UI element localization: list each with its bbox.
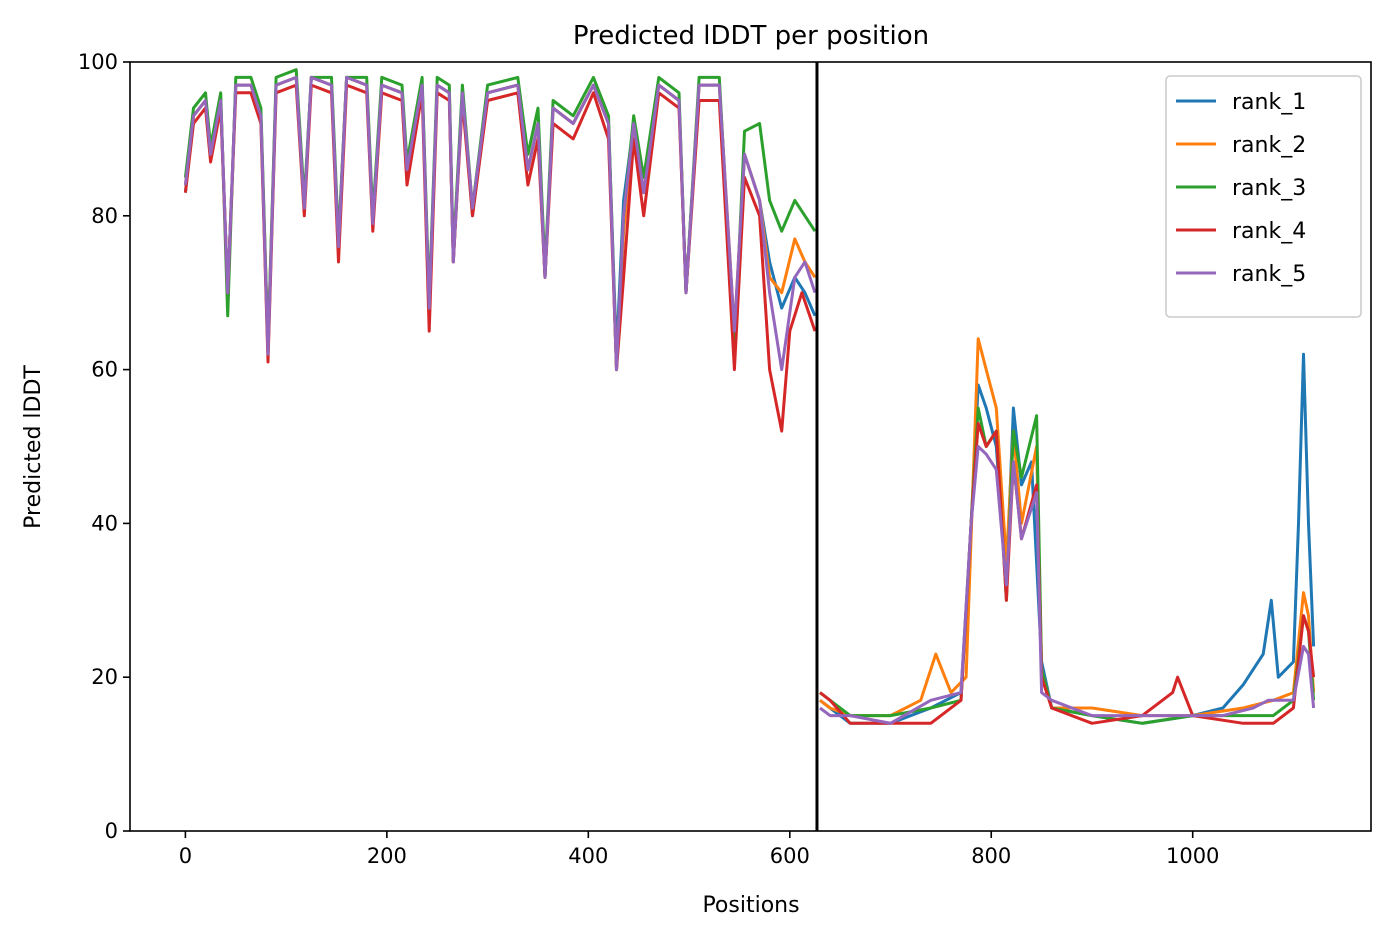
y-tick-label: 40 [91, 511, 118, 535]
y-tick-label: 80 [91, 204, 118, 228]
series-line-rank_1-right [819, 352, 1316, 725]
plot-area [129, 61, 1372, 832]
chart-title: Predicted lDDT per position [573, 21, 929, 51]
legend: rank_1 rank_2 rank_3 rank_4 rank_5 [1165, 75, 1362, 318]
x-tick-label: 800 [971, 844, 1011, 868]
legend-label-rank_3: rank_3 [1232, 176, 1306, 201]
series-line-rank_2-right [819, 337, 1316, 718]
x-tick-label: 200 [367, 844, 407, 868]
y-tick-label: 0 [105, 819, 118, 843]
y-axis-title: Predicted lDDT [21, 365, 46, 529]
series-line-rank_5-right [819, 445, 1316, 725]
y-axis: 0 20 40 60 80 100 [78, 50, 130, 843]
legend-label-rank_1: rank_1 [1232, 90, 1306, 115]
y-tick-label: 100 [78, 50, 118, 74]
series-line-rank_5-left [183, 75, 817, 372]
series-line-rank_4-right [819, 421, 1316, 725]
x-tick-label: 1000 [1166, 844, 1219, 868]
x-axis-title: Positions [702, 893, 799, 918]
x-tick-label: 400 [568, 844, 608, 868]
legend-label-rank_4: rank_4 [1232, 219, 1306, 244]
x-tick-label: 0 [179, 844, 192, 868]
legend-label-rank_2: rank_2 [1232, 133, 1306, 158]
y-tick-label: 20 [91, 665, 118, 689]
plot-frame [129, 61, 1372, 832]
x-axis: 0 200 400 600 800 1000 [179, 831, 1219, 868]
x-tick-label: 600 [770, 844, 810, 868]
y-tick-label: 60 [91, 358, 118, 382]
legend-label-rank_5: rank_5 [1232, 262, 1306, 287]
series-line-rank_4-left [183, 83, 817, 433]
legend-box [1165, 75, 1362, 318]
series-line-rank_3-right [819, 406, 1316, 725]
